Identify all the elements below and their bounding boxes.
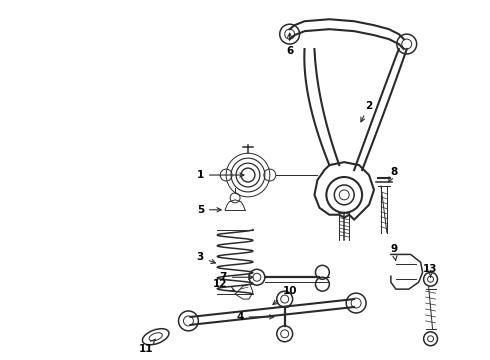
Text: 11: 11 [139,339,155,354]
Text: 10: 10 [273,286,297,305]
Text: 4: 4 [236,312,274,322]
Text: 3: 3 [196,252,216,264]
Text: 5: 5 [196,205,221,215]
Text: 12: 12 [213,279,234,291]
Text: 2: 2 [361,100,373,122]
Text: 13: 13 [423,264,438,277]
Text: 9: 9 [390,244,397,260]
Text: 6: 6 [286,33,294,56]
Text: 7: 7 [220,272,253,282]
Text: 1: 1 [196,170,244,180]
Text: 8: 8 [389,167,397,182]
